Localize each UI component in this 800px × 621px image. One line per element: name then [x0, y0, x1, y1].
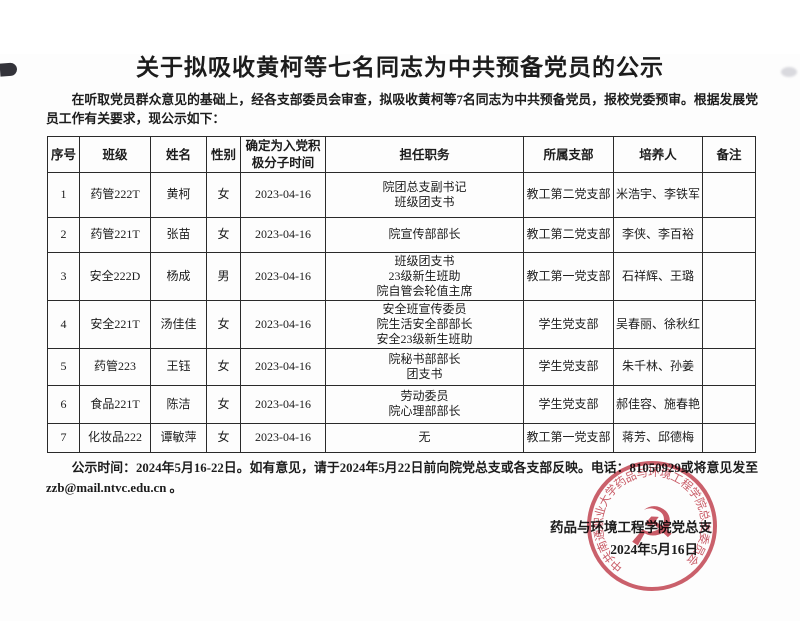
cell-mentors: 蒋芳、邱德梅	[613, 422, 703, 453]
cell-activist-date: 2023-04-16	[240, 422, 326, 453]
header-class: 班级	[79, 136, 151, 173]
cell-name: 汤佳佳	[150, 299, 207, 349]
cell-remark	[702, 251, 756, 301]
cell-class: 药管221T	[79, 216, 151, 253]
cell-activist-date: 2023-04-16	[240, 251, 326, 301]
cell-activist-date: 2023-04-16	[240, 216, 326, 253]
cell-branch: 学生党支部	[523, 299, 614, 349]
cell-activist-date: 2023-04-16	[240, 347, 326, 386]
cell-duty: 无	[325, 422, 524, 453]
cell-branch: 教工第二党支部	[523, 216, 614, 253]
signature-org: 药品与环境工程学院党总支	[550, 520, 712, 535]
cell-remark	[702, 216, 756, 253]
cell-no: 6	[47, 384, 80, 424]
cell-branch: 学生党支部	[523, 347, 614, 386]
scan-artifact-smudge	[781, 67, 797, 77]
cell-remark	[702, 171, 756, 218]
table-row: 7 化妆品222 谭敏萍 女 2023-04-16 无 教工第一党支部 蒋芳、邱…	[47, 422, 756, 453]
cell-remark	[702, 299, 756, 349]
cell-gender: 女	[206, 347, 241, 386]
cell-duty: 院团总支副书记 班级团支书	[325, 171, 524, 218]
candidates-table: 序号 班级 姓名 性别 确定为入党积极分子时间 担任职务 所属支部 培养人 备注…	[47, 136, 756, 453]
table-row: 1 药管222T 黄柯 女 2023-04-16 院团总支副书记 班级团支书 教…	[47, 171, 756, 218]
cell-duty: 安全班宣传委员 院生活安全部部长 安全23级新生班助	[325, 299, 524, 349]
page-title: 关于拟吸收黄柯等七名同志为中共预备党员的公示	[136, 55, 664, 80]
intro-paragraph: 在听取党员群众意见的基础上，经各支部委员会审查，拟吸收黄柯等7名同志为中共预备党…	[46, 92, 758, 127]
cell-name: 王钰	[150, 347, 207, 386]
cell-name: 杨成	[150, 251, 207, 301]
cell-class: 化妆品222	[79, 422, 151, 453]
cell-gender: 女	[206, 299, 241, 349]
header-mentors: 培养人	[613, 136, 703, 173]
table-row: 6 食品221T 陈洁 女 2023-04-16 劳动委员 院心理部部长 学生党…	[47, 384, 756, 424]
header-name: 姓名	[150, 136, 207, 173]
cell-class: 安全221T	[79, 299, 151, 349]
cell-class: 药管223	[79, 347, 151, 386]
cell-no: 3	[47, 251, 80, 301]
cell-no: 5	[47, 347, 80, 386]
cell-activist-date: 2023-04-16	[240, 384, 326, 424]
cell-duty: 班级团支书 23级新生班助 院自管会轮值主席	[325, 251, 524, 301]
cell-class: 安全222D	[79, 251, 151, 301]
cell-branch: 教工第二党支部	[523, 171, 614, 218]
cell-no: 7	[47, 422, 80, 453]
cell-remark	[702, 347, 756, 386]
cell-mentors: 朱千林、孙姜	[613, 347, 703, 386]
cell-duty: 院秘书部部长 团支书	[325, 347, 524, 386]
table-body: 1 药管222T 黄柯 女 2023-04-16 院团总支副书记 班级团支书 教…	[47, 171, 756, 453]
cell-gender: 女	[206, 384, 241, 424]
table-row: 5 药管223 王钰 女 2023-04-16 院秘书部部长 团支书 学生党支部…	[47, 347, 756, 386]
footer-note: 公示时间：2024年5月16-22日。如有意见，请于2024年5月22日前向院党…	[46, 460, 758, 495]
cell-name: 陈洁	[150, 384, 207, 424]
header-remark: 备注	[702, 136, 756, 173]
cell-remark	[702, 422, 756, 453]
cell-no: 1	[47, 171, 80, 218]
cell-class: 药管222T	[79, 171, 151, 218]
cell-mentors: 石祥辉、王璐	[613, 251, 703, 301]
cell-gender: 女	[206, 216, 241, 253]
header-gender: 性别	[206, 136, 241, 173]
cell-activist-date: 2023-04-16	[240, 299, 326, 349]
cell-gender: 女	[206, 422, 241, 453]
cell-duty: 劳动委员 院心理部部长	[325, 384, 524, 424]
cell-name: 谭敏萍	[150, 422, 207, 453]
cell-no: 2	[47, 216, 80, 253]
cell-gender: 男	[206, 251, 241, 301]
cell-mentors: 郝佳容、施春艳	[613, 384, 703, 424]
cell-class: 食品221T	[79, 384, 151, 424]
cell-name: 黄柯	[150, 171, 207, 218]
cell-name: 张苗	[150, 216, 207, 253]
header-activist-date: 确定为入党积极分子时间	[240, 136, 326, 173]
scanned-document-page: 关于拟吸收黄柯等七名同志为中共预备党员的公示 在听取党员群众意见的基础上，经各支…	[0, 54, 800, 621]
table-header-row: 序号 班级 姓名 性别 确定为入党积极分子时间 担任职务 所属支部 培养人 备注	[47, 136, 756, 173]
cell-mentors: 李侠、李百裕	[613, 216, 703, 253]
header-no: 序号	[47, 136, 80, 173]
cell-duty: 院宣传部部长	[325, 216, 524, 253]
cell-branch: 教工第一党支部	[523, 422, 614, 453]
signature-date: 2024年5月16日	[610, 541, 698, 557]
cell-activist-date: 2023-04-16	[240, 171, 326, 218]
cell-no: 4	[47, 299, 80, 349]
header-branch: 所属支部	[523, 136, 614, 173]
table-row: 2 药管221T 张苗 女 2023-04-16 院宣传部部长 教工第二党支部 …	[47, 216, 756, 253]
table-row: 3 安全222D 杨成 男 2023-04-16 班级团支书 23级新生班助 院…	[47, 251, 756, 301]
table-row: 4 安全221T 汤佳佳 女 2023-04-16 安全班宣传委员 院生活安全部…	[47, 299, 756, 349]
scan-artifact-blob	[0, 62, 18, 77]
cell-mentors: 米浩宇、李铁军	[613, 171, 703, 218]
header-duty: 担任职务	[325, 136, 524, 173]
cell-branch: 教工第一党支部	[523, 251, 614, 301]
cell-mentors: 吴春丽、徐秋红	[613, 299, 703, 349]
cell-branch: 学生党支部	[523, 384, 614, 424]
cell-remark	[702, 384, 756, 424]
signature-block: 药品与环境工程学院党总支 2024年5月16日	[550, 517, 712, 560]
cell-gender: 女	[206, 171, 241, 218]
